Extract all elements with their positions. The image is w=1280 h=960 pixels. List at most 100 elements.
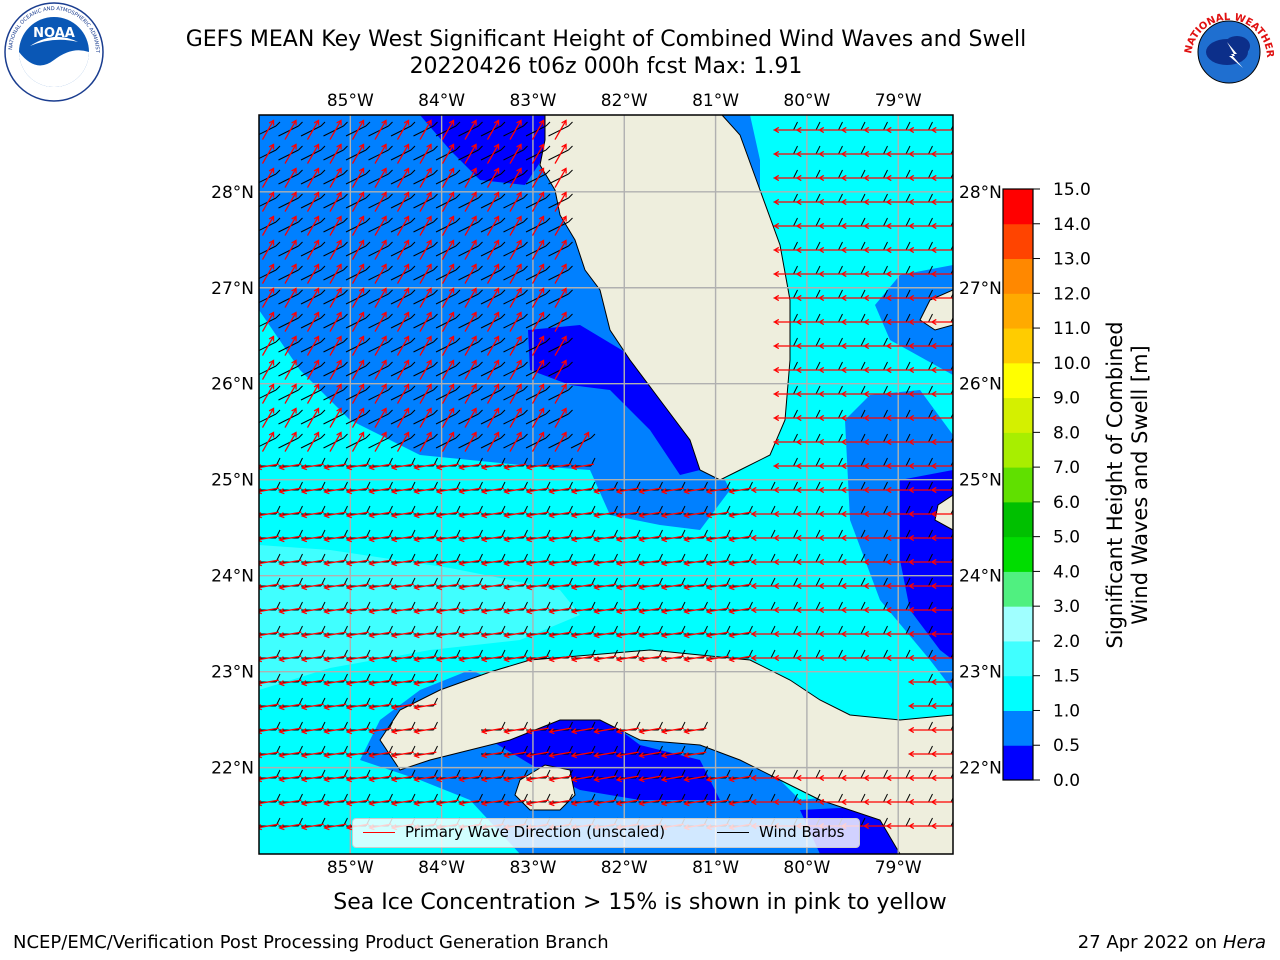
wind-barb-flag (793, 769, 798, 779)
wind-barb-flag (928, 745, 933, 755)
wind-barb-flag (883, 433, 888, 443)
wave-arrow-head (300, 608, 308, 615)
wind-barb-flag (928, 169, 933, 179)
wave-arrow (459, 799, 482, 805)
wave-arrow (351, 264, 365, 284)
wave-arrow-head (368, 512, 375, 519)
wave-arrow-head (818, 270, 825, 278)
wave-arrow-head (471, 335, 477, 342)
wind-barb-flag (523, 193, 528, 199)
wave-arrow-head (300, 656, 308, 663)
wind-barb-flag (545, 313, 551, 319)
wave-arrow (464, 264, 477, 284)
wave-arrow-head (268, 191, 275, 198)
wave-arrow-head (885, 654, 892, 662)
wave-arrow-head (448, 311, 455, 318)
wind-barb-flag (410, 385, 416, 391)
wave-arrow-head (795, 462, 802, 470)
wave-arrow-head (593, 512, 600, 519)
wind-barb-flag (815, 793, 821, 803)
wave-arrow-head (908, 462, 915, 470)
wind-barb (480, 245, 502, 257)
wind-barb-flag (410, 121, 416, 127)
wave-arrow-head (908, 750, 915, 758)
wave-arrow-head (503, 584, 510, 591)
wave-arrow-head (570, 656, 578, 663)
wave-arrow-head (818, 798, 825, 806)
wave-arrow (369, 751, 392, 757)
wave-arrow (707, 487, 729, 493)
wave-arrow (324, 727, 347, 733)
wave-arrow (419, 432, 432, 452)
wave-arrow (482, 607, 504, 613)
wave-arrow (369, 511, 392, 517)
wave-arrow-head (548, 464, 555, 471)
wind-barb (300, 317, 322, 329)
wind-barb-flag (950, 172, 953, 179)
wind-barb (480, 317, 502, 329)
wave-arrow-head (300, 488, 308, 495)
wave-arrow-head (516, 143, 522, 150)
wave-arrow-head (525, 512, 533, 519)
wave-arrow-head (300, 560, 308, 567)
wave-arrow (302, 679, 324, 685)
wave-arrow-head (638, 632, 645, 639)
colorbar-tick-label: 2.0 (1053, 632, 1080, 652)
wave-arrow (437, 487, 459, 493)
wave-arrow (684, 511, 707, 517)
wind-barb-flag (545, 145, 551, 151)
wave-arrow (527, 463, 549, 469)
wave-arrow-head (728, 632, 735, 639)
wave-arrow (392, 679, 414, 685)
wind-barb-flag (905, 409, 911, 419)
wave-arrow-head (795, 558, 802, 566)
wave-arrow (572, 583, 594, 589)
wave-arrow (374, 360, 387, 380)
wind-barb-flag (320, 433, 326, 439)
wave-arrow-head (345, 704, 353, 711)
colorbar-block (1003, 467, 1033, 503)
wave-arrow-head (358, 287, 365, 294)
wave-arrow (392, 487, 414, 493)
wind-barb-flag (343, 265, 348, 271)
wave-arrow-head (268, 239, 275, 246)
wave-arrow (369, 679, 392, 685)
wave-arrow (351, 288, 365, 308)
wave-arrow (482, 535, 504, 541)
wind-barb-flag (568, 241, 573, 247)
wave-arrow-head (818, 630, 825, 638)
wave-arrow-head (471, 167, 477, 174)
wind-barb-flag (410, 241, 416, 247)
wave-arrow-head (448, 119, 455, 126)
wave-arrow (504, 463, 527, 469)
wind-barb (368, 197, 389, 209)
wave-arrow (392, 631, 414, 637)
wave-arrow-head (516, 407, 522, 414)
wave-arrow-head (525, 536, 533, 543)
wind-barb-flag (793, 625, 798, 635)
wave-arrow (279, 487, 302, 493)
wave-arrow-head (403, 167, 410, 174)
wave-arrow-head (795, 246, 802, 254)
wave-arrow-head (458, 584, 465, 591)
wind-barb-flag (860, 625, 866, 635)
wind-barb (480, 341, 502, 353)
wave-arrow (419, 264, 432, 284)
wave-arrow-head (908, 798, 915, 806)
wave-arrow-head (863, 822, 870, 830)
wave-arrow-head (448, 191, 455, 198)
wave-arrow (459, 535, 482, 541)
wave-arrow-head (615, 488, 623, 495)
wave-arrow-head (548, 776, 555, 783)
wind-barb-flag (928, 529, 933, 539)
wind-barb-flag (568, 385, 573, 391)
wave-arrow (707, 655, 729, 661)
wind-barb (390, 269, 412, 281)
wave-arrow (639, 631, 662, 637)
wave-arrow-head (885, 486, 892, 494)
wave-arrow-head (840, 798, 847, 806)
wave-arrow (531, 192, 545, 212)
wave-arrow (306, 240, 320, 260)
wind-barb-flag (905, 793, 911, 803)
wave-arrow-head (705, 536, 713, 543)
